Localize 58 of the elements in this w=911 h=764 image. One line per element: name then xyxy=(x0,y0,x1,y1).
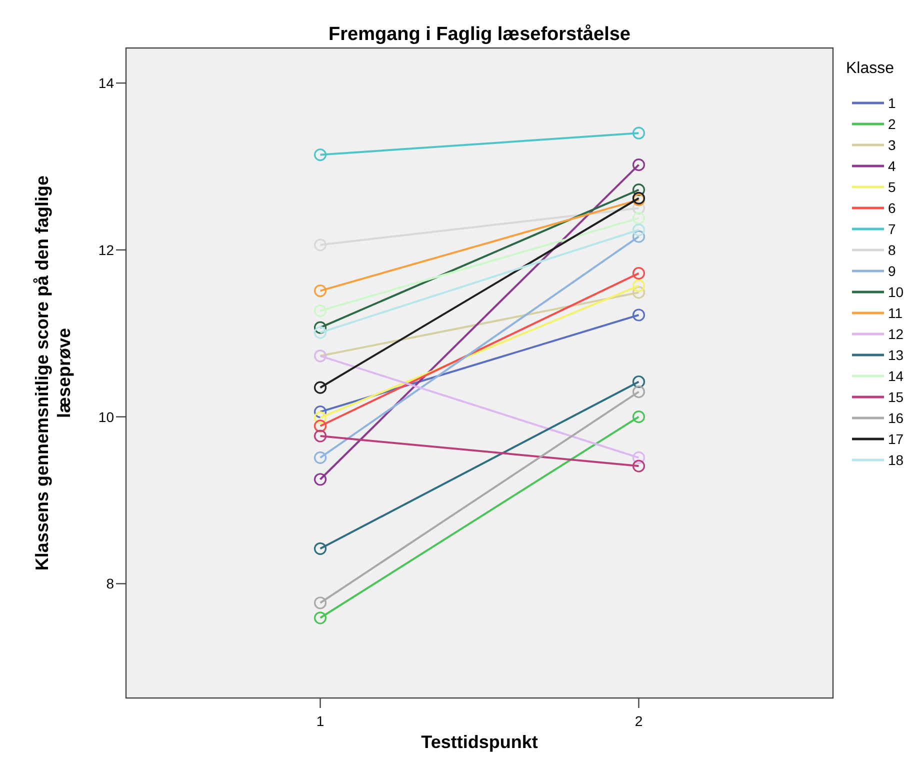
legend-label: 8 xyxy=(888,242,896,258)
chart-title: Fremgang i Faglig læseforståelse xyxy=(328,24,630,45)
legend-label: 11 xyxy=(888,305,903,321)
point xyxy=(632,212,646,225)
point xyxy=(314,326,327,339)
legend-label: 7 xyxy=(888,221,896,237)
legend-label: 14 xyxy=(888,368,904,384)
legend-label: 18 xyxy=(888,452,904,468)
point xyxy=(632,410,646,424)
legend-label: 1 xyxy=(888,95,896,111)
legend-label: 5 xyxy=(888,179,896,195)
y-tick-label: 12 xyxy=(98,242,114,258)
point xyxy=(632,286,646,299)
point xyxy=(632,280,646,292)
legend-label: 4 xyxy=(888,158,896,174)
point xyxy=(314,381,327,394)
legend-label: 16 xyxy=(888,410,904,426)
legend-label: 2 xyxy=(888,116,896,132)
legend-label: 3 xyxy=(888,137,896,153)
legend-label: 13 xyxy=(888,347,904,363)
point xyxy=(632,460,646,472)
legend-label: 9 xyxy=(888,263,896,279)
legend-label: 10 xyxy=(888,284,904,300)
point xyxy=(632,184,646,196)
point xyxy=(632,158,646,172)
point xyxy=(632,451,646,464)
legend-label: 12 xyxy=(888,326,904,342)
point xyxy=(314,451,327,464)
point xyxy=(632,308,646,322)
point xyxy=(314,420,327,432)
point xyxy=(314,612,327,624)
point xyxy=(314,304,327,318)
legend-label: 17 xyxy=(888,431,904,447)
point xyxy=(632,224,646,236)
legend-title: Klasse xyxy=(846,60,894,77)
point xyxy=(632,126,646,140)
y-axis-title: Klassens gennemsnitlige score på den faglige læseprøve xyxy=(31,174,75,573)
point xyxy=(314,473,327,486)
point xyxy=(632,385,646,398)
y-tick-label: 8 xyxy=(106,576,114,592)
point xyxy=(632,202,646,215)
x-axis-title: Testtidspunkt xyxy=(421,732,538,752)
point xyxy=(314,321,327,334)
legend-label: 6 xyxy=(888,200,896,216)
point xyxy=(314,148,327,162)
point xyxy=(314,284,327,298)
y-tick-label: 14 xyxy=(98,75,114,92)
point xyxy=(314,542,327,555)
legend-label: 15 xyxy=(888,389,904,405)
y-tick-label: 10 xyxy=(98,408,114,425)
point xyxy=(314,596,327,610)
point xyxy=(632,266,646,280)
point xyxy=(314,238,327,252)
point xyxy=(314,411,327,424)
point xyxy=(314,430,327,442)
point xyxy=(632,375,646,388)
point xyxy=(632,230,646,243)
point xyxy=(314,406,327,418)
